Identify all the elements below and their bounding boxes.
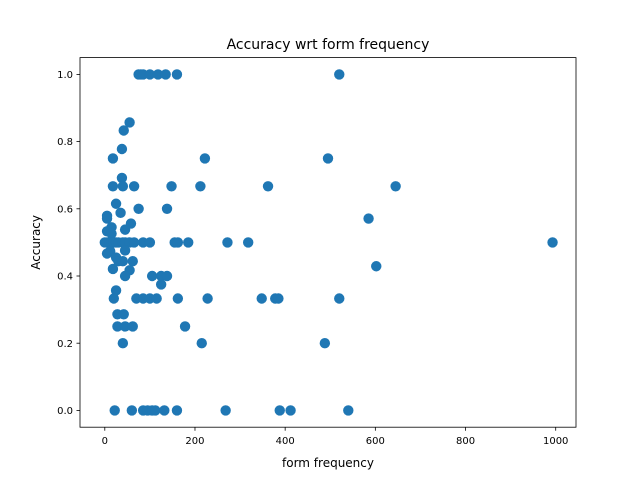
data-point <box>116 143 128 155</box>
data-point <box>119 245 131 256</box>
data-point <box>319 338 331 349</box>
x-tick-label: 600 <box>366 436 385 447</box>
x-axis-label: form frequency <box>282 456 374 470</box>
data-point <box>285 405 296 416</box>
data-point <box>334 293 345 304</box>
data-point <box>172 293 184 304</box>
data-point <box>128 237 140 248</box>
data-point <box>118 125 129 136</box>
data-point <box>196 338 207 349</box>
y-tick-label: 0.2 <box>57 339 73 350</box>
data-point <box>322 153 334 164</box>
data-point <box>274 405 285 416</box>
data-point <box>166 181 177 192</box>
data-point <box>171 69 183 80</box>
data-point <box>116 172 128 184</box>
data-point <box>110 285 122 296</box>
data-point <box>202 293 213 304</box>
data-point <box>222 237 233 248</box>
data-point <box>334 69 345 80</box>
data-point <box>128 181 140 192</box>
data-point <box>390 181 401 192</box>
data-point <box>108 293 120 304</box>
data-point <box>144 237 156 248</box>
data-point <box>127 256 138 267</box>
data-point <box>161 203 173 214</box>
data-point <box>110 198 122 209</box>
data-point <box>262 181 274 192</box>
data-point <box>109 405 120 416</box>
data-point <box>242 237 254 248</box>
y-axis-label: Accuracy <box>29 215 43 270</box>
data-point <box>101 248 113 259</box>
data-point <box>159 405 170 416</box>
data-point <box>106 228 117 239</box>
data-point <box>127 321 138 332</box>
data-point <box>118 309 129 320</box>
data-point <box>151 293 162 304</box>
data-point <box>220 405 231 416</box>
data-point <box>107 263 119 275</box>
data-point <box>150 405 161 416</box>
data-point <box>155 279 167 290</box>
x-tick-label: 1000 <box>543 436 568 447</box>
x-tick-label: 400 <box>276 436 295 447</box>
data-point <box>363 213 374 224</box>
data-point <box>183 237 194 248</box>
y-tick-label: 0.0 <box>57 406 73 417</box>
data-point <box>117 181 129 192</box>
data-point <box>199 153 211 164</box>
data-point <box>172 237 184 248</box>
data-point <box>273 293 284 304</box>
x-tick-label: 800 <box>456 436 475 447</box>
data-point <box>152 69 164 80</box>
data-point <box>171 405 183 416</box>
plot-frame <box>79 57 577 428</box>
data-points <box>99 69 558 416</box>
data-point <box>547 237 558 248</box>
y-tick-label: 0.6 <box>57 204 73 215</box>
data-point <box>195 181 206 192</box>
x-tick-label: 0 <box>102 436 108 447</box>
y-tick-label: 0.4 <box>57 272 73 283</box>
data-point <box>179 321 191 332</box>
data-point <box>107 181 119 192</box>
data-point <box>144 69 156 80</box>
data-point <box>119 321 131 332</box>
data-point <box>115 207 126 219</box>
y-axis-ticks: 0.0 0.2 0.4 0.6 0.8 1.0 <box>57 70 80 417</box>
data-point <box>107 153 119 164</box>
data-point <box>133 203 144 214</box>
y-tick-label: 1.0 <box>57 70 73 81</box>
data-point <box>119 224 131 235</box>
data-point <box>256 293 267 304</box>
data-point <box>119 270 131 282</box>
chart-title: Accuracy wrt form frequency <box>227 37 430 53</box>
x-tick-label: 200 <box>185 436 204 447</box>
data-point <box>371 261 382 272</box>
data-point <box>117 338 129 349</box>
data-point <box>161 270 173 282</box>
x-axis-ticks: 0 200 400 600 800 1000 <box>102 427 568 447</box>
data-point <box>343 405 354 416</box>
data-point <box>101 213 113 224</box>
data-point <box>126 405 138 416</box>
data-point <box>112 321 123 332</box>
data-point <box>117 256 129 267</box>
data-point <box>124 117 135 128</box>
data-point <box>160 69 171 80</box>
data-point <box>146 270 158 282</box>
y-tick-label: 0.8 <box>57 137 73 148</box>
